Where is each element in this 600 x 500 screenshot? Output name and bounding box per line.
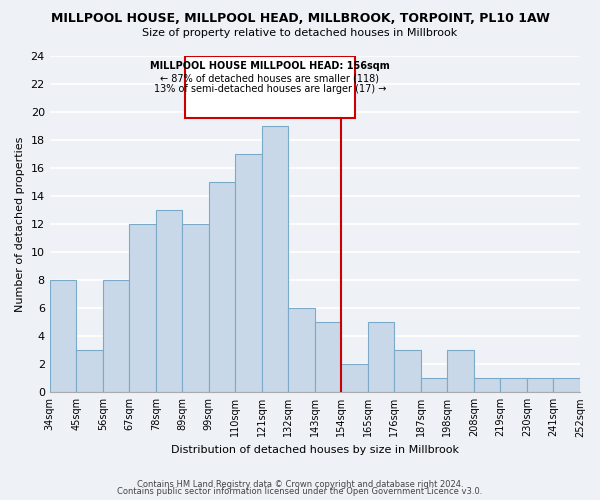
Bar — [474, 378, 500, 392]
Bar — [368, 322, 394, 392]
Bar — [76, 350, 103, 393]
Bar — [103, 280, 129, 392]
Text: MILLPOOL HOUSE MILLPOOL HEAD: 156sqm: MILLPOOL HOUSE MILLPOOL HEAD: 156sqm — [150, 62, 389, 72]
Bar — [182, 224, 209, 392]
Bar — [262, 126, 289, 392]
FancyBboxPatch shape — [185, 56, 355, 118]
Bar — [421, 378, 448, 392]
Text: 13% of semi-detached houses are larger (17) →: 13% of semi-detached houses are larger (… — [154, 84, 386, 94]
Bar — [553, 378, 580, 392]
Text: Contains HM Land Registry data © Crown copyright and database right 2024.: Contains HM Land Registry data © Crown c… — [137, 480, 463, 489]
Y-axis label: Number of detached properties: Number of detached properties — [15, 136, 25, 312]
X-axis label: Distribution of detached houses by size in Millbrook: Distribution of detached houses by size … — [171, 445, 459, 455]
Text: ← 87% of detached houses are smaller (118): ← 87% of detached houses are smaller (11… — [160, 74, 379, 84]
Bar — [156, 210, 182, 392]
Bar — [289, 308, 315, 392]
Bar — [341, 364, 368, 392]
Bar — [527, 378, 553, 392]
Bar — [394, 350, 421, 393]
Bar — [209, 182, 235, 392]
Bar — [129, 224, 156, 392]
Bar — [315, 322, 341, 392]
Bar — [500, 378, 527, 392]
Text: Size of property relative to detached houses in Millbrook: Size of property relative to detached ho… — [142, 28, 458, 38]
Bar — [50, 280, 76, 392]
Text: MILLPOOL HOUSE, MILLPOOL HEAD, MILLBROOK, TORPOINT, PL10 1AW: MILLPOOL HOUSE, MILLPOOL HEAD, MILLBROOK… — [50, 12, 550, 26]
Text: Contains public sector information licensed under the Open Government Licence v3: Contains public sector information licen… — [118, 487, 482, 496]
Bar — [448, 350, 474, 393]
Bar — [235, 154, 262, 392]
